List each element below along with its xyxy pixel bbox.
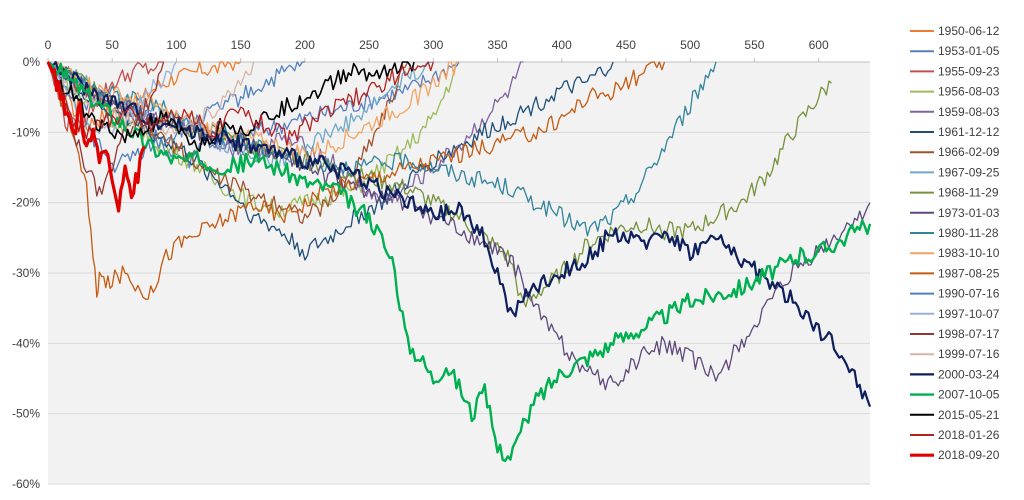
legend-label: 1953-01-05	[938, 44, 1000, 58]
series-line-1983-10-10	[47, 61, 459, 160]
legend-label: 2007-10-05	[938, 388, 1000, 402]
y-tick-label: -10%	[12, 125, 40, 139]
legend-label: 1987-08-25	[938, 266, 1000, 280]
x-tick-label: 300	[423, 38, 443, 52]
y-tick-label: -40%	[12, 336, 40, 350]
y-tick-label: -30%	[12, 266, 40, 280]
legend-label: 1961-12-12	[938, 125, 1000, 139]
legend-label: 1997-10-07	[938, 307, 1000, 321]
legend-label: 1968-11-29	[938, 186, 999, 200]
legend-label: 1966-02-09	[938, 145, 1000, 159]
legend-label: 2018-01-26	[938, 428, 1000, 442]
legend-label: 2018-09-20	[938, 448, 1000, 462]
x-tick-label: 200	[295, 38, 315, 52]
series-line-1987-08-25	[47, 61, 666, 300]
legend-label: 1990-07-16	[938, 287, 1000, 301]
x-tick-label: 0	[45, 38, 52, 52]
series-line-2018-01-26	[47, 61, 434, 146]
y-tick-label: 0%	[23, 55, 41, 69]
legend-label: 2000-03-24	[938, 367, 1000, 381]
x-tick-label: 150	[231, 38, 251, 52]
legend-label: 1967-09-25	[938, 165, 1000, 179]
legend-label: 1999-07-16	[938, 347, 1000, 361]
x-tick-label: 550	[744, 38, 764, 52]
y-tick-label: -50%	[12, 407, 40, 421]
legend-label: 1956-08-03	[938, 85, 1000, 99]
x-tick-label: 400	[552, 38, 572, 52]
x-tick-label: 500	[680, 38, 700, 52]
legend-label: 1980-11-28	[938, 226, 999, 240]
legend-label: 1973-01-03	[938, 206, 1000, 220]
series-line-1980-11-28	[47, 61, 717, 237]
x-tick-label: 600	[809, 38, 829, 52]
series-line-1956-08-03	[47, 61, 459, 218]
x-tick-label: 100	[166, 38, 186, 52]
x-tick-label: 450	[616, 38, 636, 52]
axes: 0% -10% -20% -30% -40% -50% -60% 0 50 100 150 200 25…	[12, 38, 870, 491]
legend-label: 2015-05-21	[938, 408, 1000, 422]
series-line-2018-09-20	[46, 61, 146, 213]
x-tick-label: 50	[106, 38, 120, 52]
y-tick-label: -60%	[12, 477, 40, 491]
legend: 1950-06-12 1953-01-05 1955-09-23 1956-08-03…	[910, 24, 1000, 462]
x-tick-label: 350	[488, 38, 508, 52]
series-line-2007-10-05	[47, 61, 872, 463]
y-tick-label: -20%	[12, 196, 40, 210]
legend-label: 1950-06-12	[938, 24, 1000, 38]
legend-label: 1998-07-17	[938, 327, 1000, 341]
series-line-2015-05-21	[47, 61, 415, 152]
legend-label: 1955-09-23	[938, 64, 1000, 78]
series-line-2000-03-24	[47, 60, 872, 407]
series-lines	[46, 60, 872, 463]
legend-label: 1959-08-03	[938, 105, 1000, 119]
x-tick-label: 250	[359, 38, 379, 52]
legend-label: 1983-10-10	[938, 246, 1000, 260]
series-line-1998-07-17	[47, 61, 165, 197]
